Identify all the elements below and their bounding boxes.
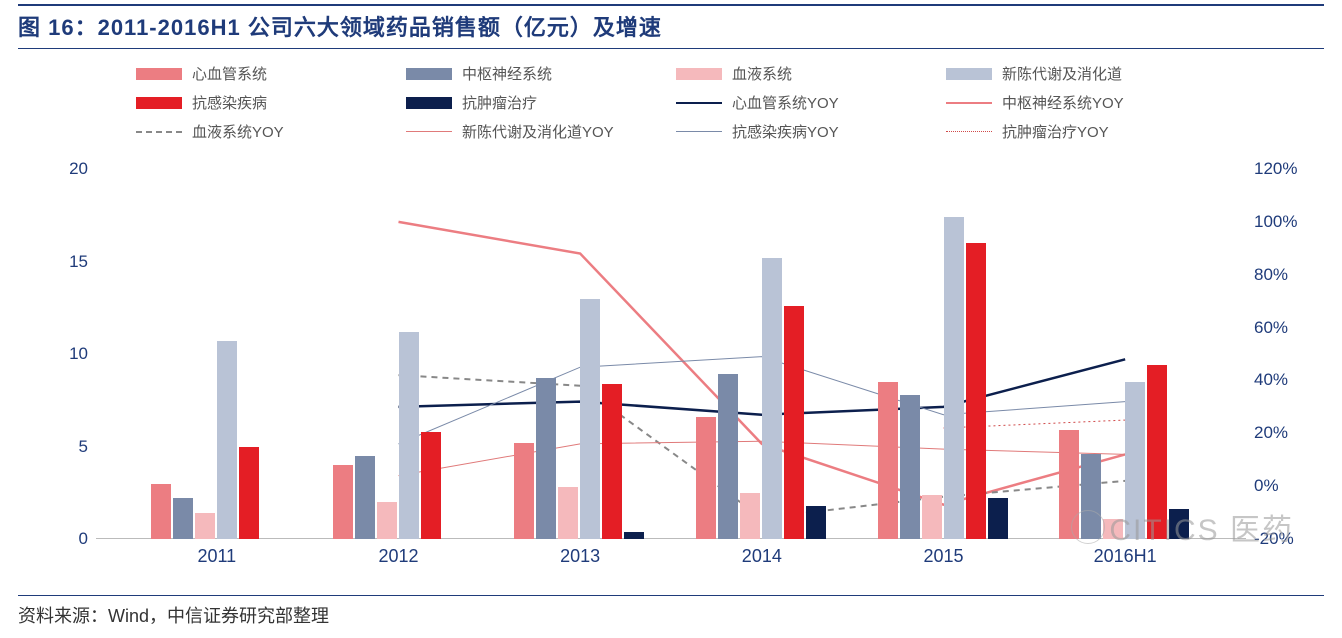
bar — [1103, 519, 1123, 539]
bar — [1169, 509, 1189, 539]
legend-item: 新陈代谢及消化道 — [946, 63, 1216, 84]
legend-item: 心血管系统YOY — [676, 92, 946, 113]
legend-swatch — [406, 97, 452, 109]
legend-label: 血液系统YOY — [192, 121, 284, 142]
legend-label: 抗肿瘤治疗 — [462, 92, 537, 113]
bar — [195, 513, 215, 539]
legend-label: 中枢神经系统 — [462, 63, 552, 84]
bar — [399, 332, 419, 539]
legend-label: 血液系统 — [732, 63, 792, 84]
chart-container: 心血管系统 中枢神经系统 血液系统 新陈代谢及消化道抗感染疾病 抗肿瘤治疗 心血管系统YO… — [26, 49, 1316, 589]
bar — [988, 498, 1008, 539]
bar — [784, 306, 804, 539]
bar — [558, 487, 578, 539]
bar — [900, 395, 920, 539]
legend-item: 血液系统 — [676, 63, 946, 84]
y-left-tick: 0 — [38, 529, 88, 549]
bar — [966, 243, 986, 539]
legend-label: 新陈代谢及消化道YOY — [462, 121, 614, 142]
legend-item: 抗感染疾病YOY — [676, 121, 946, 142]
x-tick: 2013 — [560, 546, 600, 567]
x-tick: 2014 — [742, 546, 782, 567]
legend-item: 抗感染疾病 — [136, 92, 406, 113]
legend-swatch — [136, 68, 182, 80]
legend-label: 新陈代谢及消化道 — [1002, 63, 1122, 84]
bar — [1125, 382, 1145, 539]
legend-line-swatch — [406, 131, 452, 132]
legend-label: 心血管系统YOY — [732, 92, 839, 113]
legend-swatch — [676, 68, 722, 80]
legend-item: 新陈代谢及消化道YOY — [406, 121, 676, 142]
bar — [1081, 454, 1101, 539]
x-tick: 2016H1 — [1094, 546, 1157, 567]
y-right-tick: 0% — [1254, 476, 1314, 496]
y-left-tick: 15 — [38, 252, 88, 272]
legend-line-swatch — [676, 102, 722, 104]
legend-item: 血液系统YOY — [136, 121, 406, 142]
source-row: 资料来源：Wind，中信证券研究部整理 — [18, 595, 1324, 628]
x-tick: 2011 — [197, 546, 236, 567]
bar — [355, 456, 375, 539]
bar — [602, 384, 622, 539]
bar — [696, 417, 716, 539]
bar — [514, 443, 534, 539]
bar — [173, 498, 193, 539]
legend-item: 抗肿瘤治疗YOY — [946, 121, 1216, 142]
bar — [806, 506, 826, 539]
y-left-tick: 10 — [38, 344, 88, 364]
y-right-tick: 20% — [1254, 423, 1314, 443]
bar — [536, 378, 556, 539]
y-right-tick: 120% — [1254, 159, 1314, 179]
bar — [762, 258, 782, 539]
bar — [239, 447, 259, 540]
bar — [151, 484, 171, 540]
bar — [580, 299, 600, 540]
bar — [740, 493, 760, 539]
bar — [878, 382, 898, 539]
y-left-tick: 5 — [38, 437, 88, 457]
bar — [333, 465, 353, 539]
y-right-tick: 80% — [1254, 265, 1314, 285]
bar — [718, 374, 738, 539]
legend-item: 中枢神经系统 — [406, 63, 676, 84]
x-tick: 2012 — [378, 546, 418, 567]
legend-label: 抗感染疾病 — [192, 92, 267, 113]
source-text: 资料来源：Wind，中信证券研究部整理 — [18, 606, 329, 626]
legend-line-swatch — [946, 102, 992, 104]
legend-line-swatch — [676, 131, 722, 132]
legend-swatch — [946, 68, 992, 80]
legend-swatch — [136, 97, 182, 109]
bar — [944, 217, 964, 539]
bar — [624, 532, 644, 539]
chart-title-row: 图 16：2011-2016H1 公司六大领域药品销售额（亿元）及增速 — [18, 4, 1324, 49]
legend-label: 抗肿瘤治疗YOY — [1002, 121, 1109, 142]
bar — [377, 502, 397, 539]
y-right-tick: -20% — [1254, 529, 1314, 549]
legend-line-swatch — [946, 131, 992, 132]
plot-area: 05101520-20%0%20%40%60%80%100%120%201120… — [96, 169, 1246, 539]
legend-item: 心血管系统 — [136, 63, 406, 84]
bar — [1059, 430, 1079, 539]
legend-label: 中枢神经系统YOY — [1002, 92, 1124, 113]
x-tick: 2015 — [923, 546, 963, 567]
chart-title: 图 16：2011-2016H1 公司六大领域药品销售额（亿元）及增速 — [18, 10, 1324, 42]
bar — [421, 432, 441, 539]
bar — [922, 495, 942, 539]
legend: 心血管系统 中枢神经系统 血液系统 新陈代谢及消化道抗感染疾病 抗肿瘤治疗 心血管系统YO… — [136, 63, 1216, 142]
legend-line-swatch — [136, 131, 182, 133]
legend-label: 抗感染疾病YOY — [732, 121, 839, 142]
legend-item: 中枢神经系统YOY — [946, 92, 1216, 113]
y-left-tick: 20 — [38, 159, 88, 179]
y-right-tick: 40% — [1254, 370, 1314, 390]
bar — [1147, 365, 1167, 539]
legend-label: 心血管系统 — [192, 63, 267, 84]
legend-swatch — [406, 68, 452, 80]
legend-item: 抗肿瘤治疗 — [406, 92, 676, 113]
bar — [217, 341, 237, 539]
y-right-tick: 60% — [1254, 318, 1314, 338]
y-right-tick: 100% — [1254, 212, 1314, 232]
